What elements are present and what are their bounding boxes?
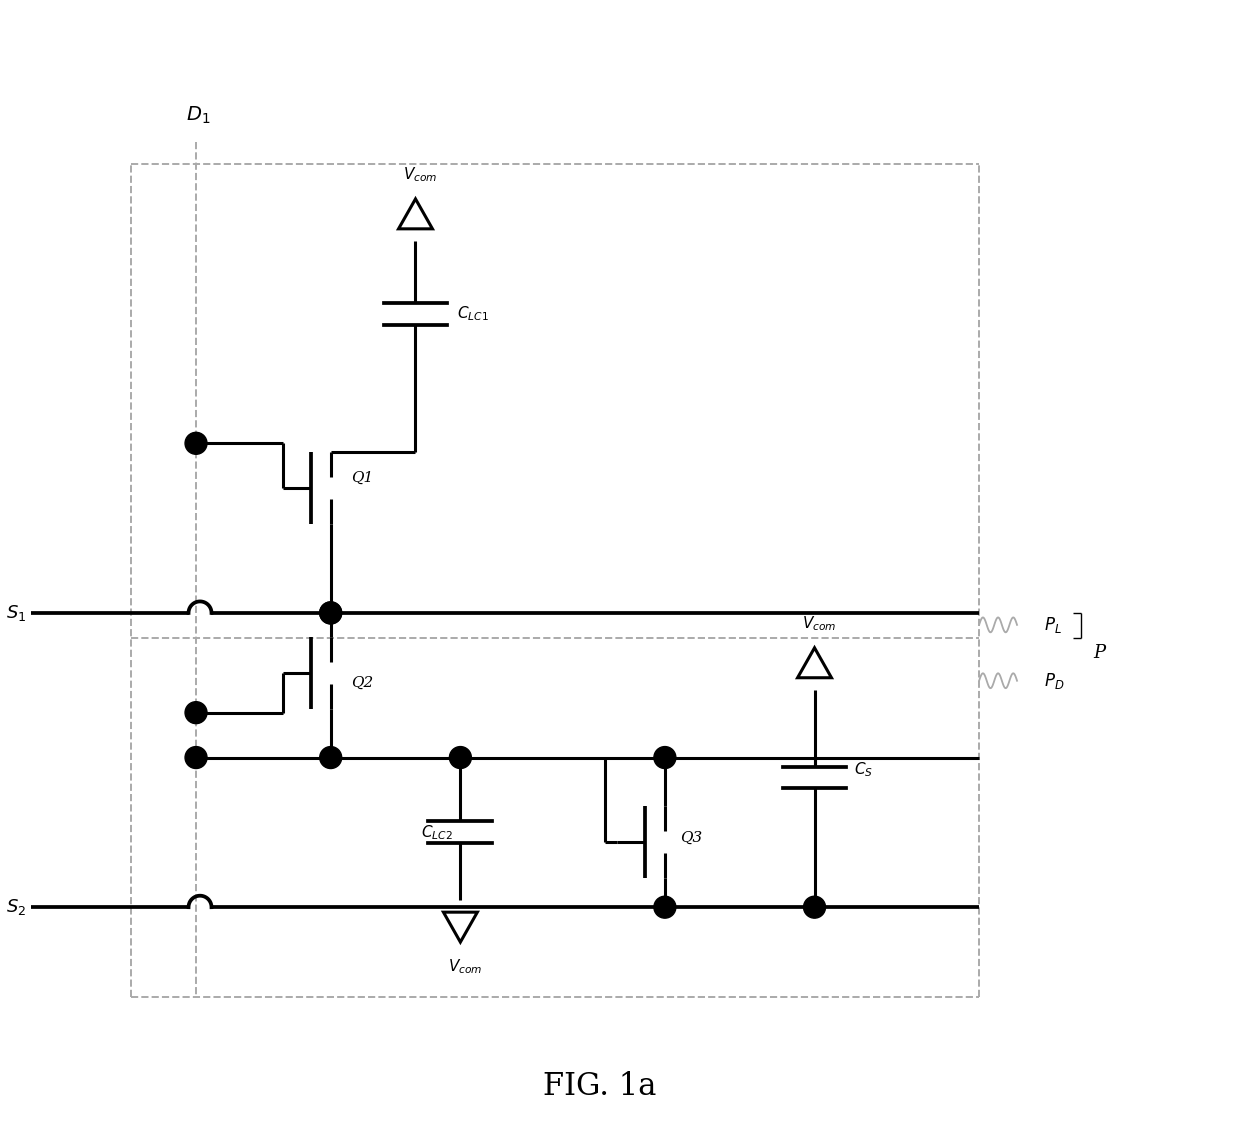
Circle shape	[185, 702, 207, 724]
Circle shape	[653, 896, 676, 918]
Circle shape	[185, 746, 207, 768]
Text: Q1: Q1	[351, 471, 373, 486]
Circle shape	[653, 746, 676, 768]
Text: $C_{LC2}$: $C_{LC2}$	[420, 823, 453, 841]
Circle shape	[320, 602, 342, 624]
Text: $D_1$: $D_1$	[186, 105, 211, 126]
Circle shape	[320, 602, 342, 624]
Text: $V_{com}$: $V_{com}$	[403, 166, 438, 184]
Text: Q2: Q2	[351, 676, 373, 689]
Text: $V_{com}$: $V_{com}$	[448, 957, 482, 976]
Text: $V_{com}$: $V_{com}$	[802, 614, 837, 633]
Circle shape	[804, 896, 826, 918]
Circle shape	[185, 432, 207, 454]
Text: $P_L$: $P_L$	[1044, 615, 1061, 634]
Circle shape	[449, 746, 471, 768]
Text: $C_S$: $C_S$	[854, 760, 873, 778]
Text: P: P	[1092, 644, 1105, 662]
Text: $P_D$: $P_D$	[1044, 671, 1064, 690]
Text: Q3: Q3	[680, 830, 702, 845]
Text: $C_{LC1}$: $C_{LC1}$	[458, 304, 489, 323]
Text: FIG. 1a: FIG. 1a	[543, 1071, 657, 1102]
Text: $S_2$: $S_2$	[6, 897, 26, 917]
Circle shape	[320, 746, 342, 768]
Text: $S_1$: $S_1$	[6, 602, 26, 623]
